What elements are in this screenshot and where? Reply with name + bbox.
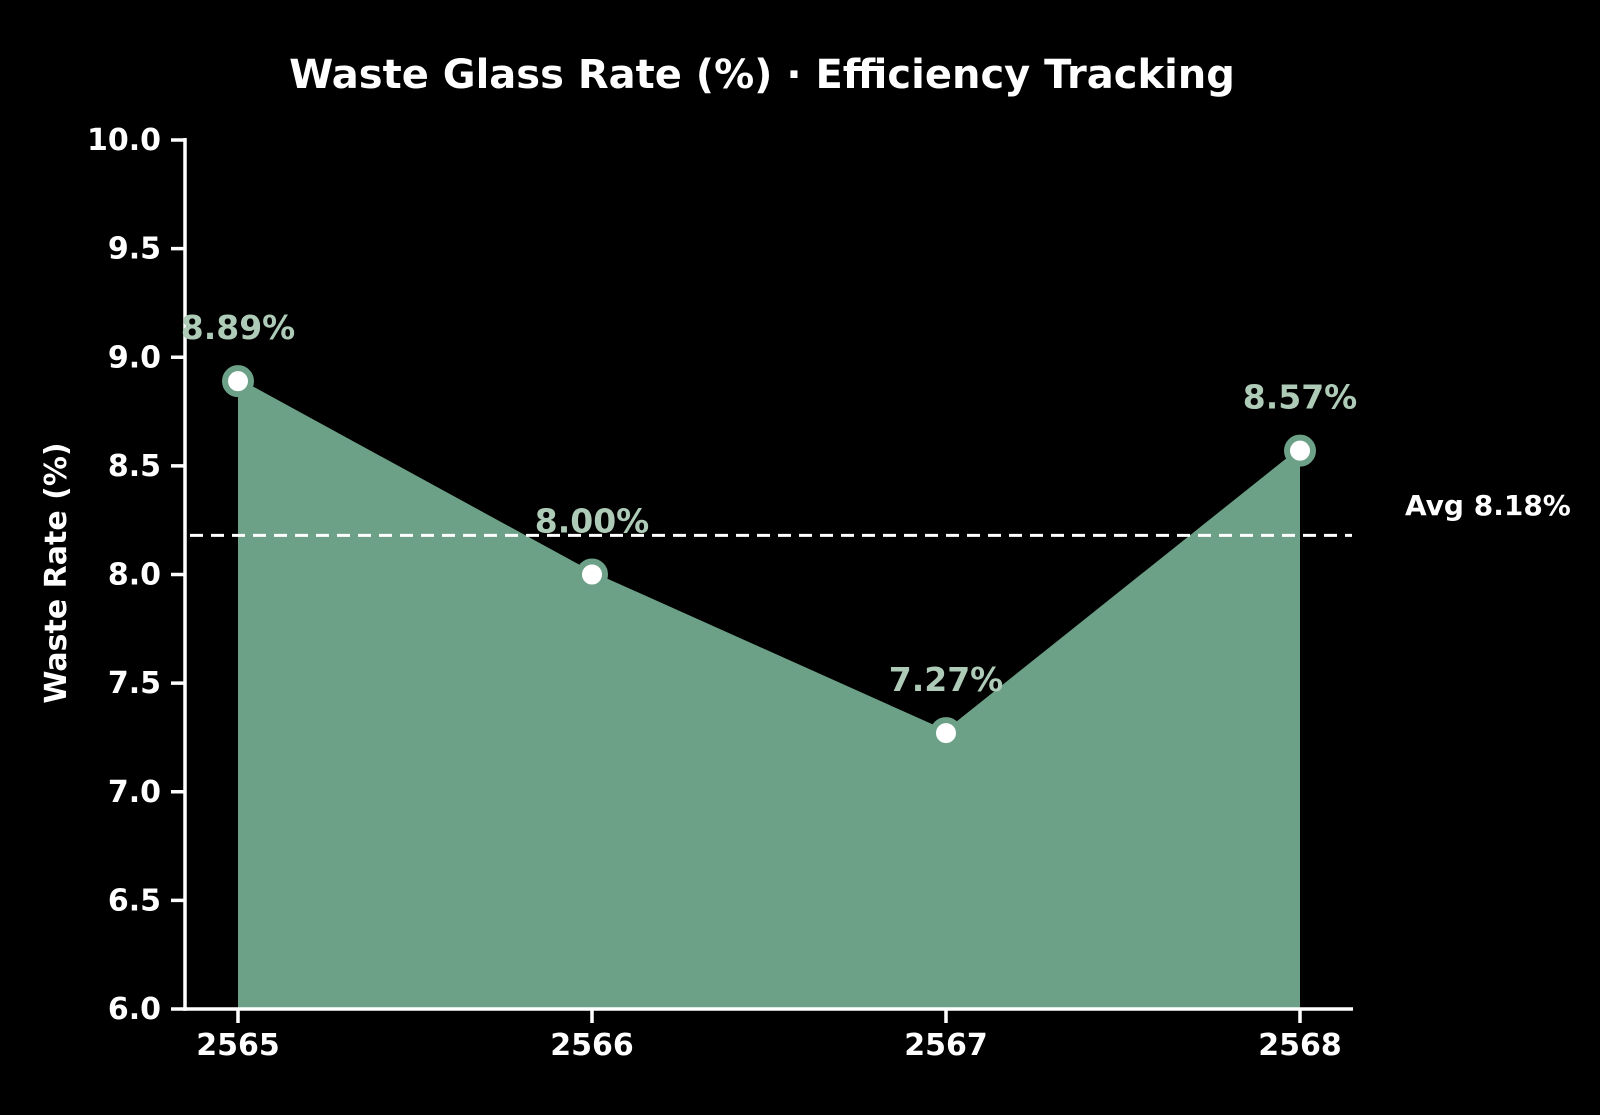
point-labels-layer: 8.89% 8.00% 7.27% 8.57% bbox=[181, 308, 1358, 699]
series-line bbox=[235, 378, 1303, 736]
data-point-marker bbox=[1284, 434, 1316, 467]
x-axis-tick-label: 2566 bbox=[550, 1028, 634, 1063]
data-point-label: 8.57% bbox=[1243, 378, 1358, 417]
y-axis-title: Waste Rate (%) bbox=[39, 442, 74, 703]
avg-line-label: Avg 8.18% bbox=[1405, 489, 1571, 522]
area-series-layer bbox=[235, 378, 1303, 1010]
y-axis-tick-label: 9.0 bbox=[108, 340, 161, 375]
y-axis-tick-label: 10.0 bbox=[87, 123, 161, 158]
y-axis-tick-label: 8.0 bbox=[108, 558, 161, 593]
x-axis-tick-label: 2565 bbox=[196, 1028, 280, 1063]
data-point-label: 8.00% bbox=[535, 502, 650, 541]
y-axis-tick-label: 6.0 bbox=[108, 992, 161, 1027]
data-point-label: 7.27% bbox=[889, 660, 1004, 699]
axes-layer: 6.0 6.5 7.0 7.5 8.0 8.5 9.0 9.5 10.0 2565 2566 2567… bbox=[87, 123, 1353, 1063]
data-point-marker bbox=[222, 365, 254, 398]
data-point-label: 8.89% bbox=[181, 308, 296, 347]
x-axis-tick-label: 2567 bbox=[904, 1028, 988, 1063]
data-markers-layer bbox=[222, 365, 1316, 750]
series-area-fill bbox=[238, 381, 1300, 1010]
y-axis-tick-label: 9.5 bbox=[108, 232, 161, 267]
chart-title: Waste Glass Rate (%) · Efficiency Tracki… bbox=[289, 52, 1235, 98]
y-axis-tick-label: 7.5 bbox=[108, 666, 161, 701]
data-point-marker bbox=[576, 558, 608, 591]
y-axis-tick-label: 6.5 bbox=[108, 883, 161, 918]
y-axis-tick-label: 8.5 bbox=[108, 449, 161, 484]
y-axis-tick-label: 7.0 bbox=[108, 775, 161, 810]
data-point-marker bbox=[930, 717, 962, 750]
x-axis-tick-label: 2568 bbox=[1258, 1028, 1342, 1063]
